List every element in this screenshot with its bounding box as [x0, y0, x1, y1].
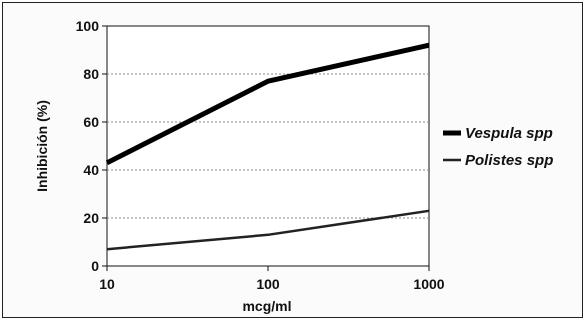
x-tick-label: 100 — [256, 276, 280, 292]
legend: Vespula spp Polistes spp — [443, 125, 553, 169]
y-tick-label: 40 — [83, 162, 99, 178]
x-tick-label: 10 — [99, 276, 115, 292]
y-tick-label: 0 — [91, 258, 99, 274]
x-axis-title: mcg/ml — [242, 298, 291, 314]
y-tick-label: 100 — [76, 18, 100, 34]
y-tick-label: 20 — [83, 210, 99, 226]
y-axis-ticks: 0 20 40 60 80 100 — [76, 18, 107, 274]
y-tick-label: 60 — [83, 114, 99, 130]
plot-area — [106, 25, 430, 267]
y-axis-title: Inhibición (%) — [34, 100, 50, 192]
x-axis-ticks: 10 100 1000 — [99, 266, 445, 292]
series-lines — [105, 42, 430, 251]
legend-label: Polistes spp — [465, 152, 553, 169]
legend-label: Vespula spp — [465, 125, 553, 142]
x-tick-label: 1000 — [413, 276, 444, 292]
y-tick-label: 80 — [83, 66, 99, 82]
